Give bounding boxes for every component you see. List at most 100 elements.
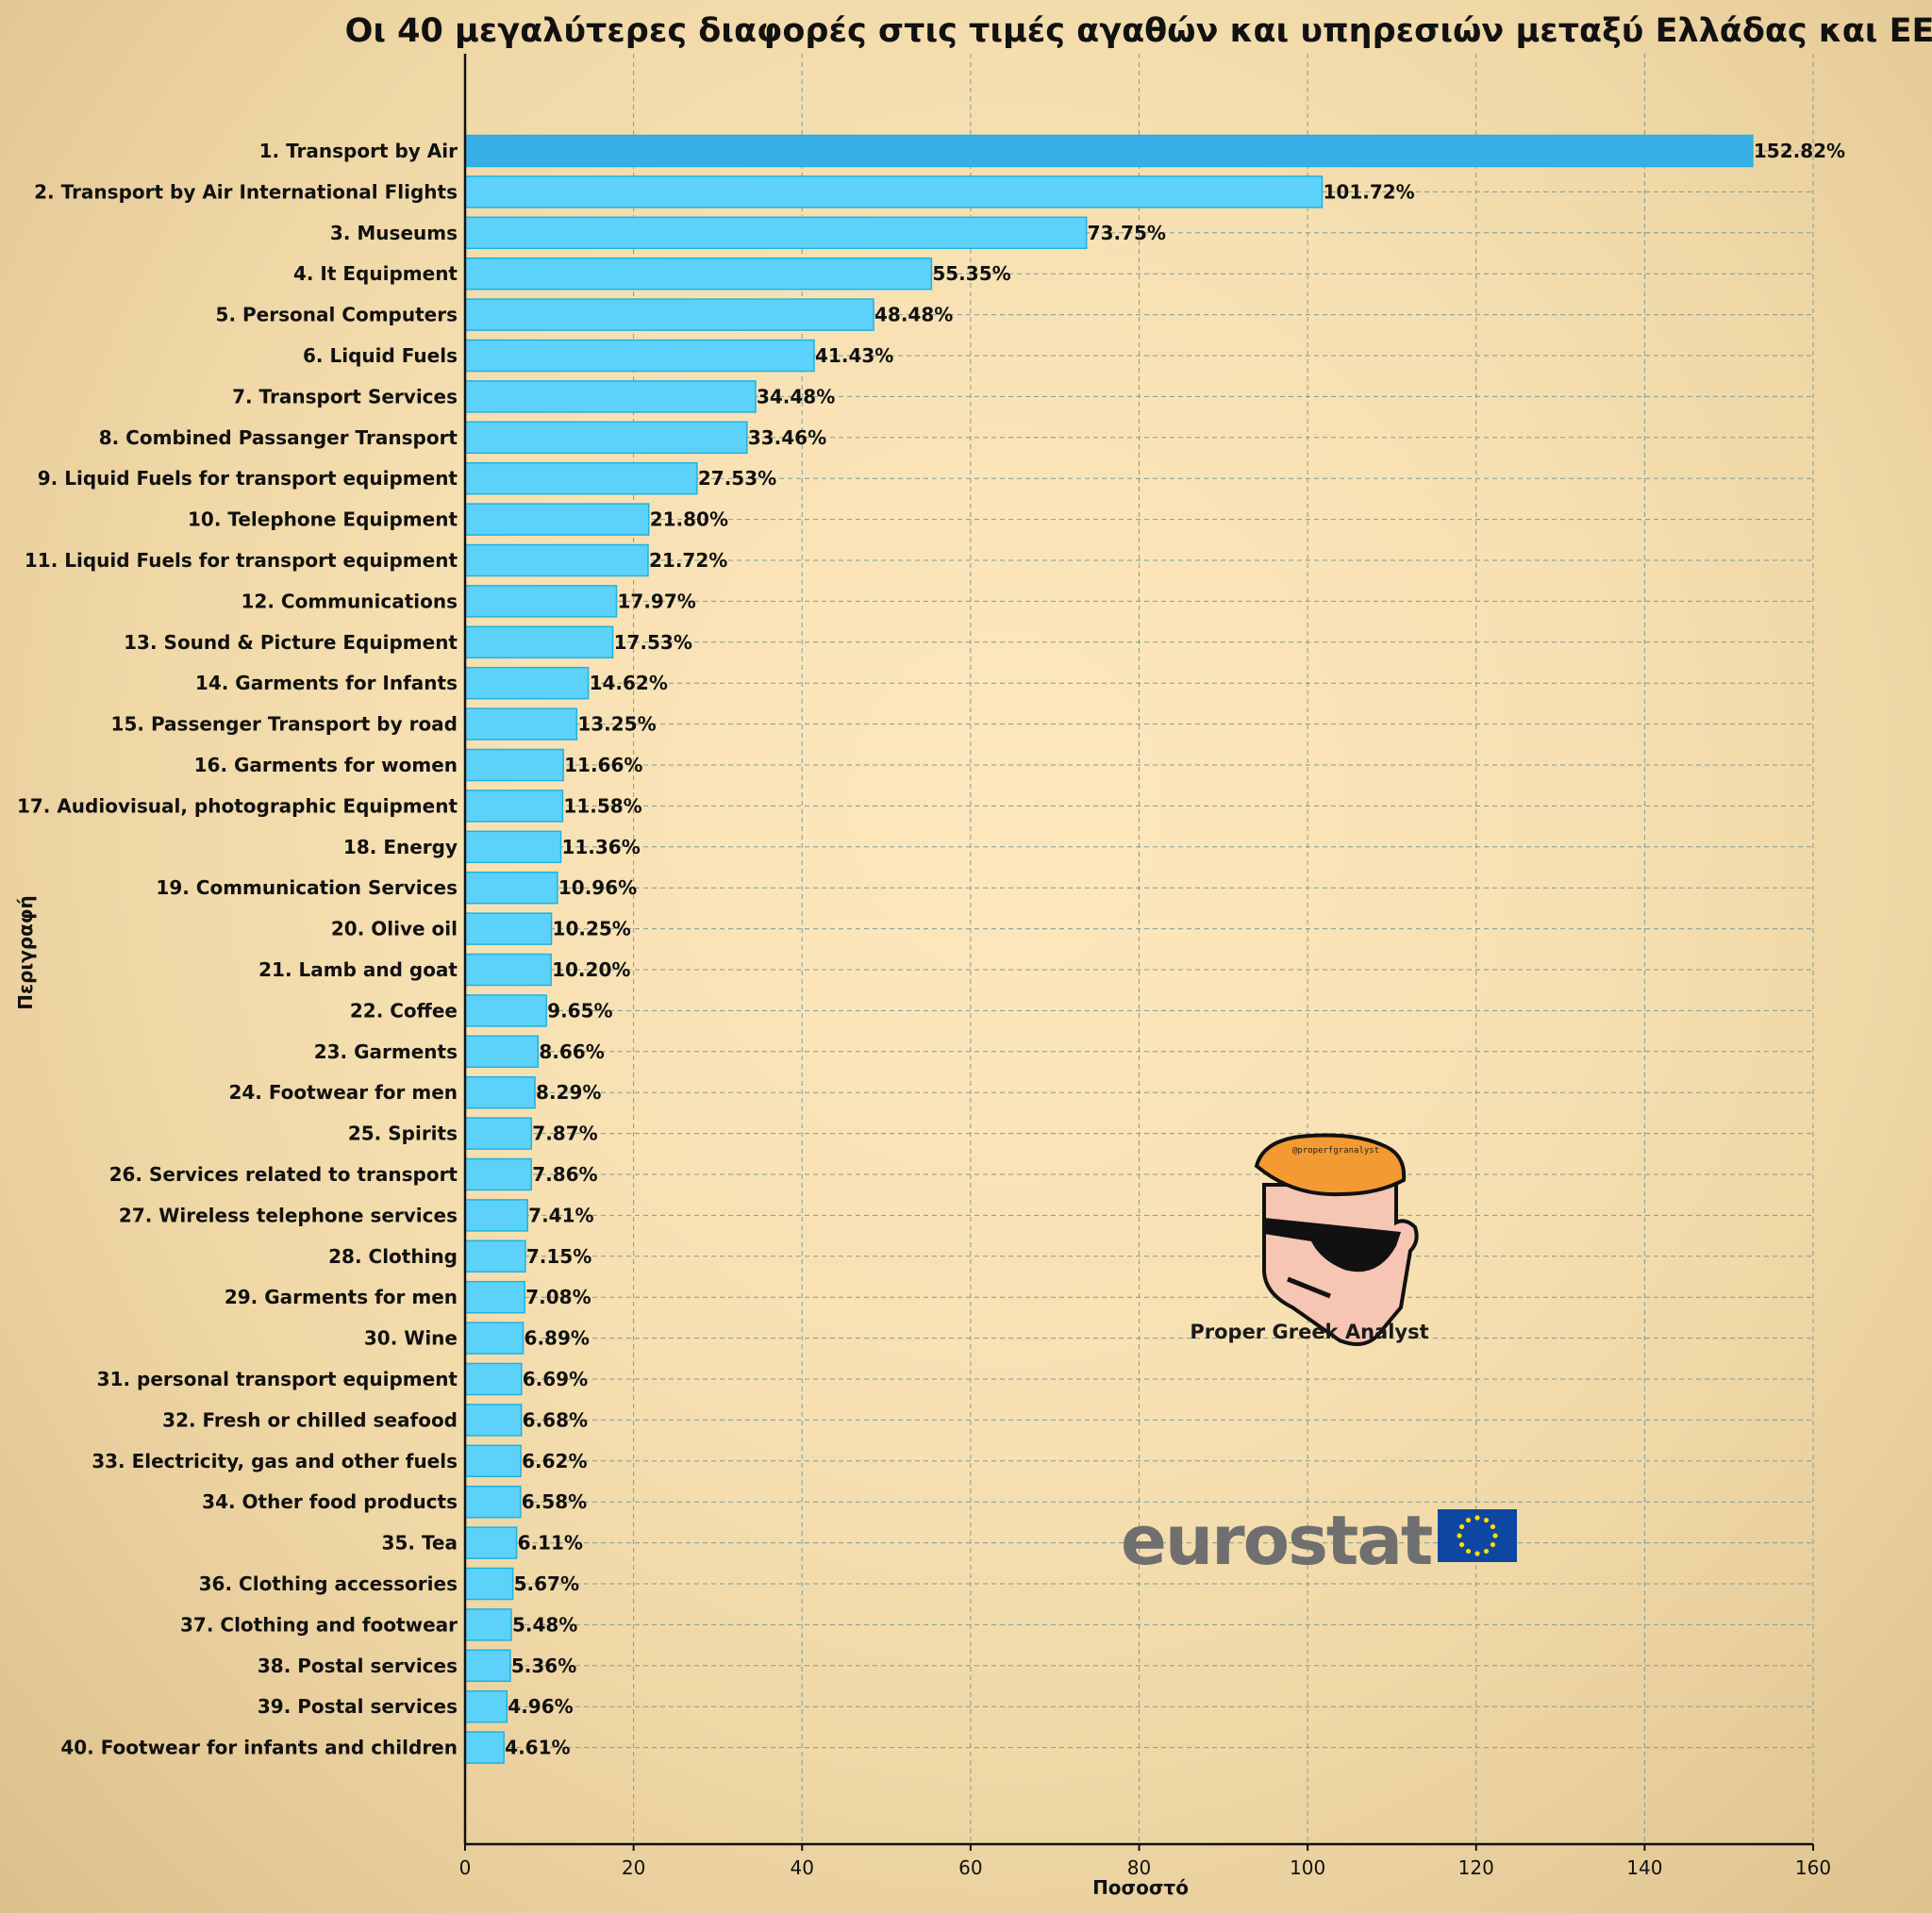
x-tick-label: 160 [1795,1856,1831,1879]
eu-star [1490,1523,1496,1530]
bar [464,1731,505,1764]
data-label: 101.72% [1323,180,1414,203]
category-label: 34. Other food products [202,1490,458,1513]
bar [464,1485,522,1519]
bar [464,134,1754,168]
category-label: 38. Postal services [258,1655,458,1677]
eu-star [1483,1517,1490,1523]
value-labels: 152.82% 101.72% 73.75% 55.35% 48.48% 41.43% 34… [505,140,1845,1759]
bar [464,1608,512,1641]
category-label: 1. Transport by Air [259,140,458,162]
bar [464,543,649,577]
data-label: 17.53% [614,631,692,654]
data-label: 4.96% [508,1695,573,1718]
x-tick-label: 0 [459,1856,472,1879]
bar [464,1199,528,1232]
category-label: 30. Wine [364,1327,458,1350]
data-label: 6.68% [523,1408,588,1431]
category-label: 19. Communication Services [156,876,458,899]
category-label: 32. Fresh or chilled seafood [162,1408,458,1431]
category-label: 6. Liquid Fuels [303,344,458,367]
bar [464,1526,518,1559]
category-label: 15. Passenger Transport by road [111,713,458,736]
data-label: 13.25% [577,713,656,736]
data-label: 8.66% [539,1040,604,1063]
data-label: 10.96% [558,876,637,899]
data-label: 21.80% [650,508,728,531]
x-tick-label: 40 [791,1856,814,1879]
data-label: 5.67% [514,1572,579,1595]
watermark-mascot: @properfgranalyst Proper Greek Analyst [1190,1133,1429,1346]
data-label: 5.48% [512,1613,577,1636]
eu-star [1492,1533,1498,1539]
eu-star [1490,1541,1496,1548]
x-ticks: 0 20 40 60 80 100 120 140 160 [459,1844,1831,1879]
eu-star [1474,1551,1480,1556]
bar [464,994,547,1027]
bar [464,216,1088,250]
category-label: 14. Garments for Infants [195,672,458,694]
data-label: 152.82% [1754,140,1845,162]
data-label: 27.53% [698,467,776,490]
eu-star [1465,1517,1472,1523]
x-axis-label: Ποσοστό [1092,1876,1189,1899]
data-label: 6.11% [518,1532,583,1555]
eu-star [1458,1541,1465,1548]
bar [464,1322,525,1355]
data-label: 10.25% [553,918,631,940]
bar [464,298,874,331]
bar [464,1157,532,1191]
category-label: 37. Clothing and footwear [180,1613,458,1636]
category-label: 29. Garments for men [225,1286,458,1308]
data-label: 9.65% [547,999,612,1022]
x-tick-label: 140 [1626,1856,1662,1879]
eurostat-logo: eurostat [1121,1501,1517,1580]
bar [464,1689,508,1723]
category-label: 40. Footwear for infants and children [60,1737,458,1759]
bar [464,912,553,945]
bar [464,625,614,659]
sunglasses-icon [1264,1218,1401,1273]
bar [464,380,757,413]
data-label: 11.66% [564,754,642,776]
data-label: 11.36% [561,836,640,858]
category-label: 8. Combined Passanger Transport [99,426,458,449]
bar [464,461,698,495]
category-label: 21. Lamb and goat [258,958,458,981]
category-label: 35. Tea [382,1532,458,1555]
watermark-handle: @properfgranalyst [1292,1146,1379,1156]
bar [464,503,650,536]
category-label: 25. Spirits [348,1123,458,1145]
category-label: 22. Coffee [350,999,458,1022]
bar [464,421,748,455]
category-label: 24. Footwear for men [228,1081,458,1104]
category-label: 18. Energy [343,836,458,858]
mouth-icon [1287,1276,1331,1299]
data-label: 17.97% [617,590,695,612]
x-tick-label: 120 [1458,1856,1494,1879]
eu-stars-icon [1457,1515,1498,1556]
category-label: 16. Garments for women [194,754,458,776]
category-label: 28. Clothing [328,1245,458,1268]
bar [464,790,564,823]
category-label: 31. personal transport equipment [97,1368,458,1390]
eu-star [1458,1523,1465,1530]
bar [464,1117,533,1150]
category-label: 3. Museums [330,222,458,244]
bar [464,257,933,291]
bar [464,953,552,987]
data-label: 4.61% [505,1737,570,1759]
data-label: 7.15% [526,1245,591,1268]
category-label: 23. Garments [314,1040,458,1063]
bar [464,175,1324,208]
y-axis-label: Περιγραφή [14,895,37,1010]
category-label: 13. Sound & Picture Equipment [124,631,458,654]
category-label: 7. Transport Services [232,385,458,408]
category-label: 11. Liquid Fuels for transport equipment [25,549,458,572]
x-tick-label: 100 [1290,1856,1325,1879]
data-label: 7.41% [528,1204,593,1226]
data-label: 48.48% [874,304,953,326]
category-label: 26. Services related to transport [109,1163,458,1186]
data-label: 34.48% [757,385,835,408]
